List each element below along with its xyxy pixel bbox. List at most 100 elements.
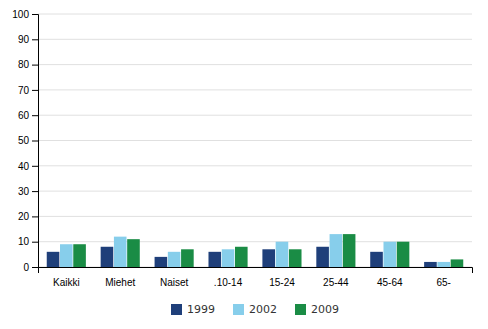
tick-mark bbox=[32, 90, 38, 91]
tick-label: 0 bbox=[23, 262, 29, 273]
bar bbox=[181, 249, 194, 267]
tick-label: 25-44 bbox=[323, 277, 349, 288]
grid-line bbox=[38, 140, 472, 141]
tick-label: 50 bbox=[18, 135, 30, 146]
bar-series bbox=[60, 234, 450, 267]
tick: Kaikki bbox=[53, 277, 80, 288]
grid-line bbox=[38, 165, 472, 166]
bar bbox=[343, 234, 356, 267]
tick-label: 40 bbox=[18, 161, 30, 172]
y-axis: 0 10 20 30 40 50 60 70 80 90 100 bbox=[12, 9, 38, 273]
bar bbox=[73, 244, 86, 267]
bar bbox=[424, 262, 437, 267]
legend-swatch bbox=[295, 304, 306, 315]
tick: Miehet bbox=[105, 277, 135, 288]
grid-line bbox=[38, 39, 472, 40]
tick-mark bbox=[32, 242, 38, 243]
tick-label: 70 bbox=[18, 85, 30, 96]
grid-line bbox=[38, 115, 472, 116]
tick: 40 bbox=[18, 161, 38, 172]
tick-mark bbox=[32, 267, 38, 268]
grid-line bbox=[38, 216, 472, 217]
tick: 10 bbox=[18, 236, 38, 247]
bar bbox=[208, 252, 221, 267]
tick: .10-14 bbox=[214, 277, 243, 288]
tick: 30 bbox=[18, 186, 38, 197]
bar bbox=[289, 249, 302, 267]
tick-label: 100 bbox=[12, 9, 29, 20]
legend-item: 2009 bbox=[295, 303, 339, 316]
bar bbox=[397, 242, 410, 267]
legend-label: 2002 bbox=[249, 303, 277, 316]
tick-label: 10 bbox=[18, 236, 30, 247]
tick: 80 bbox=[18, 59, 38, 70]
tick-label: Naiset bbox=[160, 277, 189, 288]
tick-label: 30 bbox=[18, 186, 30, 197]
axis-line bbox=[39, 268, 473, 274]
tick-label: Miehet bbox=[105, 277, 135, 288]
legend-swatch bbox=[233, 304, 244, 315]
bar bbox=[222, 249, 235, 267]
tick: 70 bbox=[18, 85, 38, 96]
tick: 15-24 bbox=[269, 277, 295, 288]
bar bbox=[276, 242, 289, 267]
grid bbox=[38, 14, 472, 267]
tick-label: 45-64 bbox=[377, 277, 403, 288]
tick-mark bbox=[32, 216, 38, 217]
tick-mark bbox=[32, 141, 38, 142]
tick: 20 bbox=[18, 211, 38, 222]
tick: 25-44 bbox=[323, 277, 349, 288]
grid-line bbox=[38, 191, 472, 192]
tick: 90 bbox=[18, 34, 38, 45]
tick: Naiset bbox=[160, 277, 189, 288]
bar bbox=[330, 234, 343, 267]
tick-mark bbox=[32, 65, 38, 66]
legend-label: 2009 bbox=[311, 303, 339, 316]
bar bbox=[127, 239, 140, 267]
tick: 100 bbox=[12, 9, 38, 20]
bar bbox=[114, 237, 127, 267]
tick-label: 60 bbox=[18, 110, 30, 121]
bar bbox=[60, 244, 73, 267]
tick: 50 bbox=[18, 135, 38, 146]
tick-mark bbox=[32, 191, 38, 192]
tick-label: Kaikki bbox=[53, 277, 80, 288]
tick-label: 15-24 bbox=[269, 277, 295, 288]
bar bbox=[316, 247, 329, 267]
bar bbox=[235, 247, 248, 267]
legend-item: 1999 bbox=[171, 303, 215, 316]
bar bbox=[370, 252, 383, 267]
tick-mark bbox=[32, 14, 38, 15]
tick-label: 80 bbox=[18, 59, 30, 70]
tick: 0 bbox=[23, 262, 38, 273]
legend-item: 2002 bbox=[233, 303, 277, 316]
grid-line bbox=[38, 89, 472, 90]
bar-series bbox=[47, 247, 437, 267]
bar bbox=[155, 257, 168, 267]
bar bbox=[101, 247, 114, 267]
legend-swatch bbox=[171, 304, 182, 315]
tick-label: 65- bbox=[436, 277, 450, 288]
x-axis: Kaikki Miehet Naiset .10-14 15-24 25-44 45-64 6… bbox=[39, 268, 473, 289]
bar bbox=[168, 252, 181, 267]
tick-mark bbox=[32, 166, 38, 167]
axis-line bbox=[32, 15, 39, 268]
legend: 1999 2002 2009 bbox=[171, 303, 339, 316]
tick-label: 20 bbox=[18, 211, 30, 222]
tick-mark bbox=[32, 39, 38, 40]
tick-mark bbox=[32, 115, 38, 116]
plot: 0 10 20 30 40 50 60 70 80 90 100 Kaikki Miehet Naiset… bbox=[12, 9, 472, 288]
bar-series bbox=[73, 234, 463, 267]
grid-line bbox=[38, 64, 472, 65]
tick-label: .10-14 bbox=[214, 277, 243, 288]
bar bbox=[262, 249, 275, 267]
tick: 60 bbox=[18, 110, 38, 121]
bar bbox=[451, 259, 464, 267]
chart: 0 10 20 30 40 50 60 70 80 90 100 Kaikki Miehet Naiset… bbox=[0, 0, 488, 329]
bar bbox=[437, 262, 450, 267]
bars bbox=[47, 234, 464, 267]
tick: 45-64 bbox=[377, 277, 403, 288]
tick-label: 90 bbox=[18, 34, 30, 45]
bar bbox=[47, 252, 60, 267]
grid-line bbox=[38, 14, 472, 15]
